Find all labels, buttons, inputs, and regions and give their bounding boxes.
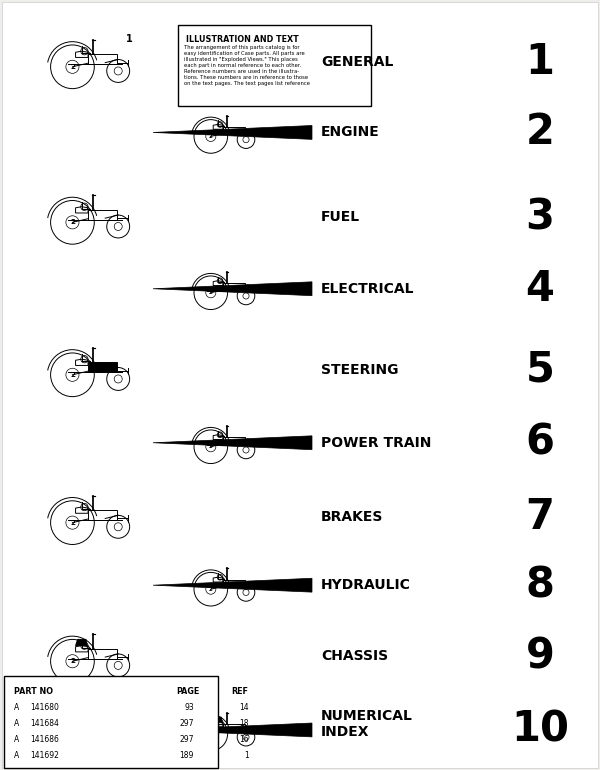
Text: 141692: 141692 — [30, 751, 59, 760]
Text: PART NO: PART NO — [14, 687, 53, 696]
Text: 8: 8 — [526, 564, 554, 606]
Text: 1: 1 — [125, 34, 133, 43]
Text: 297: 297 — [179, 719, 194, 728]
Text: 2: 2 — [209, 444, 212, 449]
Polygon shape — [153, 723, 312, 737]
Polygon shape — [213, 717, 222, 722]
Text: REF: REF — [231, 687, 248, 696]
FancyBboxPatch shape — [178, 25, 371, 106]
Text: FUEL: FUEL — [321, 210, 360, 224]
Text: 18: 18 — [239, 719, 249, 728]
Text: NUMERICAL
INDEX: NUMERICAL INDEX — [321, 709, 413, 738]
Text: BRAKES: BRAKES — [321, 511, 383, 524]
Text: 2: 2 — [70, 219, 75, 226]
Polygon shape — [76, 639, 87, 645]
Text: 93: 93 — [184, 703, 194, 712]
Text: HYDRAULIC: HYDRAULIC — [321, 578, 411, 592]
Text: ILLUSTRATION AND TEXT: ILLUSTRATION AND TEXT — [186, 35, 299, 44]
Text: 14: 14 — [239, 703, 249, 712]
Text: 10: 10 — [511, 709, 569, 751]
Text: 141684: 141684 — [30, 719, 59, 728]
Text: ENGINE: ENGINE — [321, 126, 380, 139]
Polygon shape — [153, 436, 312, 450]
Text: 141686: 141686 — [30, 735, 59, 744]
Text: 2: 2 — [209, 290, 212, 295]
Text: PAGE: PAGE — [176, 687, 199, 696]
Text: 2: 2 — [209, 134, 212, 139]
Text: 1: 1 — [244, 751, 249, 760]
Text: 2: 2 — [526, 112, 554, 153]
Text: 297: 297 — [179, 735, 194, 744]
Text: 4: 4 — [526, 268, 554, 310]
Text: 141680: 141680 — [30, 703, 59, 712]
Text: 2: 2 — [70, 372, 75, 378]
Text: A: A — [14, 735, 19, 744]
Text: STEERING: STEERING — [321, 363, 398, 377]
Text: 16: 16 — [239, 735, 249, 744]
Text: A: A — [14, 751, 19, 760]
Text: A: A — [14, 703, 19, 712]
FancyBboxPatch shape — [4, 675, 218, 768]
Text: 6: 6 — [526, 422, 554, 464]
Text: 2: 2 — [70, 658, 75, 665]
Text: 3: 3 — [526, 196, 554, 238]
Text: CHASSIS: CHASSIS — [321, 649, 388, 663]
Text: 189: 189 — [179, 751, 194, 760]
Polygon shape — [153, 578, 312, 592]
Polygon shape — [88, 363, 117, 372]
Text: 7: 7 — [526, 497, 554, 538]
Text: A: A — [14, 719, 19, 728]
Text: 2: 2 — [209, 587, 212, 591]
Text: ELECTRICAL: ELECTRICAL — [321, 282, 415, 296]
Text: POWER TRAIN: POWER TRAIN — [321, 436, 431, 450]
Polygon shape — [153, 126, 312, 139]
Text: The arrangement of this parts catalog is for
easy identification of Case parts. : The arrangement of this parts catalog is… — [184, 45, 310, 86]
Text: 2: 2 — [209, 732, 212, 736]
Text: 2: 2 — [70, 64, 75, 70]
Text: GENERAL: GENERAL — [321, 55, 394, 69]
Text: 1: 1 — [526, 41, 554, 82]
Text: 9: 9 — [526, 635, 554, 677]
Text: 2: 2 — [70, 520, 75, 526]
Polygon shape — [153, 282, 312, 296]
Text: 5: 5 — [526, 349, 554, 390]
